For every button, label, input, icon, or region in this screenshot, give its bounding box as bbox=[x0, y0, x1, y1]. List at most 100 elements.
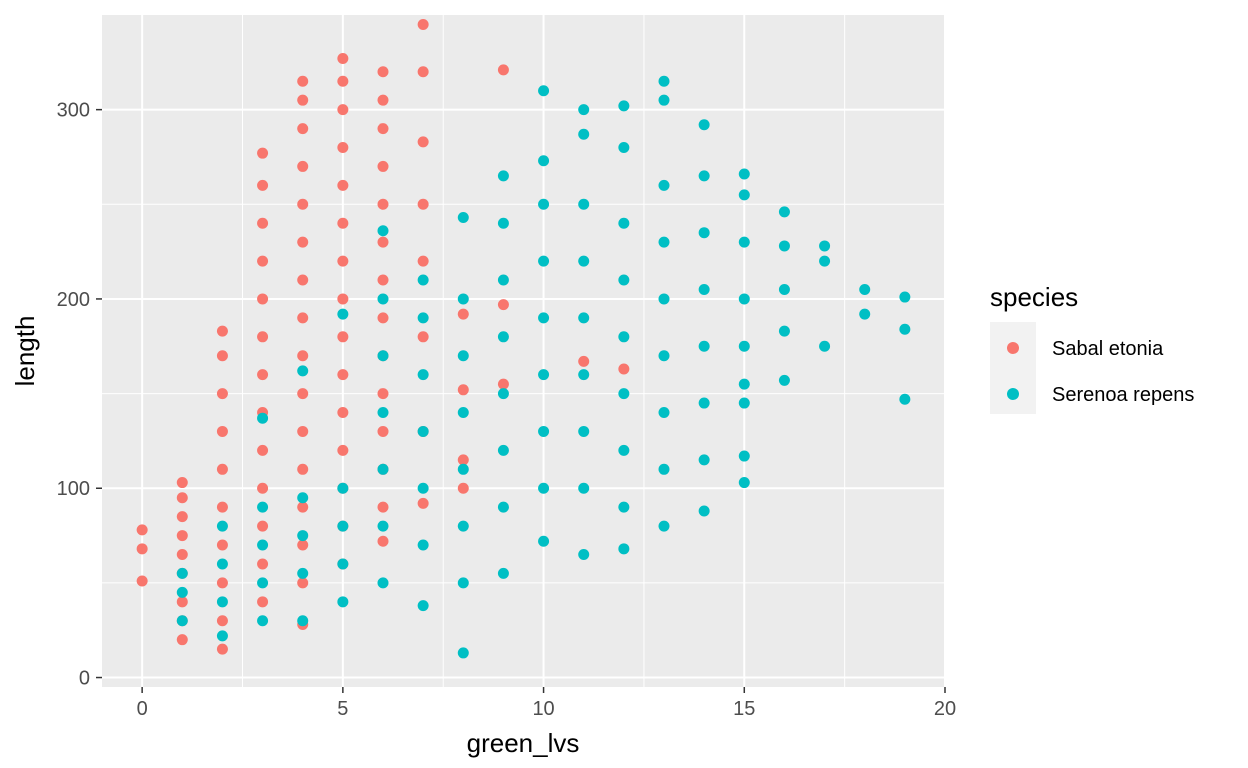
point-sabal-etonia bbox=[417, 18, 429, 30]
point-serenoa-repens bbox=[457, 212, 469, 224]
legend-key-serenoa-repens bbox=[1007, 388, 1019, 400]
point-serenoa-repens bbox=[578, 198, 590, 210]
point-serenoa-repens bbox=[377, 520, 389, 532]
point-sabal-etonia bbox=[176, 530, 188, 542]
point-serenoa-repens bbox=[618, 217, 630, 229]
point-serenoa-repens bbox=[819, 340, 831, 352]
point-sabal-etonia bbox=[417, 497, 429, 509]
point-serenoa-repens bbox=[698, 397, 710, 409]
point-sabal-etonia bbox=[297, 577, 309, 589]
point-sabal-etonia bbox=[257, 444, 269, 456]
point-sabal-etonia bbox=[457, 308, 469, 320]
point-serenoa-repens bbox=[176, 567, 188, 579]
point-sabal-etonia bbox=[136, 524, 148, 536]
point-serenoa-repens bbox=[337, 482, 349, 494]
legend-label-sabal-etonia: Sabal etonia bbox=[1052, 338, 1164, 360]
point-sabal-etonia bbox=[497, 378, 509, 390]
point-serenoa-repens bbox=[417, 274, 429, 286]
point-sabal-etonia bbox=[297, 198, 309, 210]
point-serenoa-repens bbox=[257, 577, 269, 589]
point-serenoa-repens bbox=[698, 340, 710, 352]
x-axis-title: green_lvs bbox=[467, 728, 580, 758]
point-sabal-etonia bbox=[618, 363, 630, 375]
point-sabal-etonia bbox=[337, 75, 349, 87]
point-sabal-etonia bbox=[377, 198, 389, 210]
point-sabal-etonia bbox=[457, 384, 469, 396]
point-serenoa-repens bbox=[337, 308, 349, 320]
legend-title: species bbox=[990, 282, 1078, 312]
point-sabal-etonia bbox=[216, 501, 228, 513]
point-serenoa-repens bbox=[377, 225, 389, 237]
point-serenoa-repens bbox=[819, 240, 831, 252]
point-serenoa-repens bbox=[618, 444, 630, 456]
y-tick-label: 0 bbox=[79, 668, 90, 690]
point-serenoa-repens bbox=[578, 312, 590, 324]
point-serenoa-repens bbox=[738, 477, 750, 489]
point-serenoa-repens bbox=[417, 600, 429, 612]
point-serenoa-repens bbox=[176, 615, 188, 627]
point-serenoa-repens bbox=[216, 596, 228, 608]
point-sabal-etonia bbox=[377, 123, 389, 135]
point-sabal-etonia bbox=[257, 217, 269, 229]
point-sabal-etonia bbox=[337, 293, 349, 305]
point-sabal-etonia bbox=[216, 577, 228, 589]
y-tick-label: 200 bbox=[57, 289, 90, 311]
point-sabal-etonia bbox=[297, 75, 309, 87]
point-sabal-etonia bbox=[377, 66, 389, 78]
point-serenoa-repens bbox=[738, 236, 750, 248]
point-sabal-etonia bbox=[337, 53, 349, 65]
point-sabal-etonia bbox=[297, 425, 309, 437]
point-serenoa-repens bbox=[698, 283, 710, 295]
point-serenoa-repens bbox=[457, 407, 469, 419]
point-sabal-etonia bbox=[216, 325, 228, 337]
point-serenoa-repens bbox=[457, 293, 469, 305]
legend-key-background bbox=[990, 322, 1036, 414]
point-sabal-etonia bbox=[337, 331, 349, 343]
point-sabal-etonia bbox=[216, 350, 228, 362]
point-serenoa-repens bbox=[618, 142, 630, 154]
point-serenoa-repens bbox=[497, 444, 509, 456]
x-tick-label: 20 bbox=[934, 698, 956, 720]
point-sabal-etonia bbox=[417, 136, 429, 148]
point-serenoa-repens bbox=[538, 369, 550, 381]
point-serenoa-repens bbox=[618, 501, 630, 513]
point-sabal-etonia bbox=[417, 331, 429, 343]
point-serenoa-repens bbox=[698, 227, 710, 239]
point-serenoa-repens bbox=[578, 482, 590, 494]
point-serenoa-repens bbox=[819, 255, 831, 267]
point-serenoa-repens bbox=[417, 369, 429, 381]
point-serenoa-repens bbox=[698, 170, 710, 182]
point-sabal-etonia bbox=[377, 274, 389, 286]
point-serenoa-repens bbox=[497, 331, 509, 343]
point-serenoa-repens bbox=[538, 482, 550, 494]
point-serenoa-repens bbox=[578, 255, 590, 267]
point-serenoa-repens bbox=[778, 283, 790, 295]
point-serenoa-repens bbox=[257, 501, 269, 513]
point-serenoa-repens bbox=[497, 170, 509, 182]
point-serenoa-repens bbox=[899, 323, 911, 335]
point-sabal-etonia bbox=[257, 179, 269, 191]
point-sabal-etonia bbox=[216, 615, 228, 627]
y-tick-label: 300 bbox=[57, 100, 90, 122]
point-sabal-etonia bbox=[377, 425, 389, 437]
point-serenoa-repens bbox=[698, 454, 710, 466]
point-serenoa-repens bbox=[337, 558, 349, 570]
point-serenoa-repens bbox=[738, 397, 750, 409]
point-serenoa-repens bbox=[738, 168, 750, 180]
point-sabal-etonia bbox=[377, 236, 389, 248]
point-sabal-etonia bbox=[297, 463, 309, 475]
x-tick-label: 15 bbox=[733, 698, 755, 720]
point-serenoa-repens bbox=[257, 539, 269, 551]
point-sabal-etonia bbox=[257, 255, 269, 267]
point-serenoa-repens bbox=[778, 240, 790, 252]
point-sabal-etonia bbox=[257, 520, 269, 532]
point-serenoa-repens bbox=[698, 505, 710, 517]
point-sabal-etonia bbox=[337, 217, 349, 229]
point-serenoa-repens bbox=[457, 577, 469, 589]
legend-key-sabal-etonia bbox=[1007, 342, 1019, 354]
point-serenoa-repens bbox=[497, 217, 509, 229]
point-sabal-etonia bbox=[337, 255, 349, 267]
point-sabal-etonia bbox=[377, 94, 389, 106]
y-axis-title: length bbox=[10, 316, 40, 387]
